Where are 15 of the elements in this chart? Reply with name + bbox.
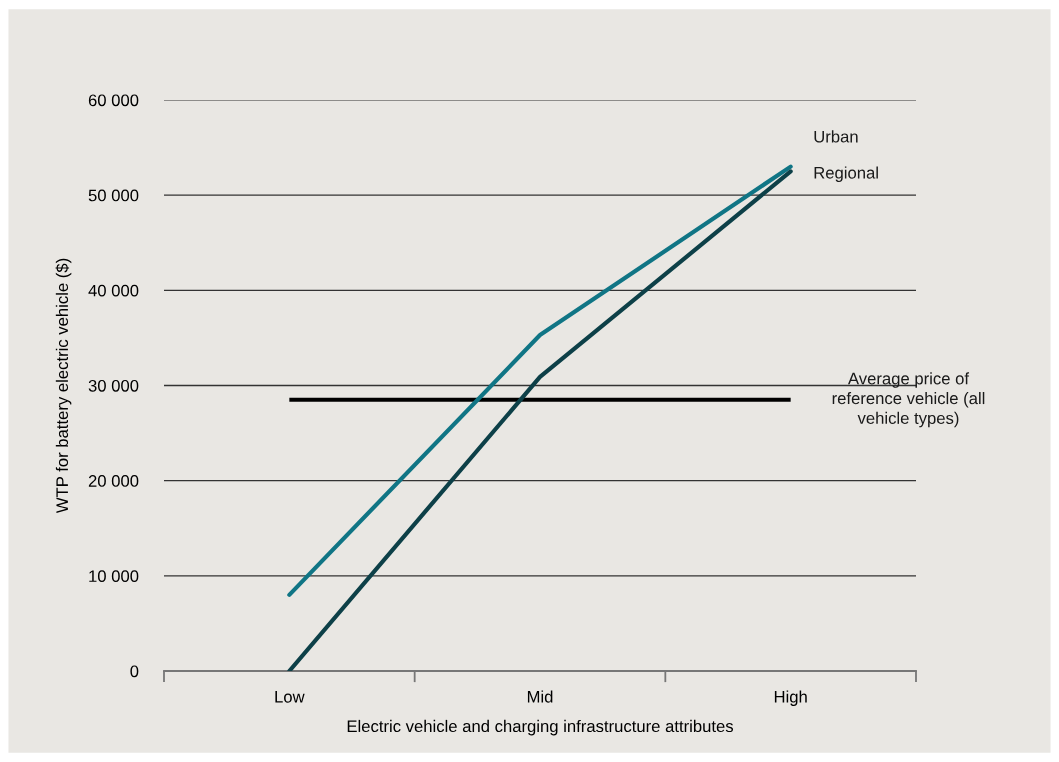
x-axis-title: Electric vehicle and charging infrastructure attributes [347, 719, 734, 736]
x-tick-label: Mid [527, 690, 553, 703]
y-tick-label: 0 [130, 665, 139, 678]
y-tick-label: 40 000 [88, 284, 139, 297]
y-tick-label: 60 000 [88, 94, 139, 107]
y-tick-label: 20 000 [88, 475, 139, 487]
series-label: Regional [814, 166, 878, 182]
ref-line-label: Average price of reference vehicle (all vehicle types) [832, 372, 985, 428]
x-tick-label: Low [275, 691, 305, 703]
y-tick-label: 10 000 [89, 570, 139, 583]
text: Urban [814, 130, 858, 143]
y-tick-label: 50 000 [88, 189, 139, 202]
y-tick-label: 30 000 [88, 379, 139, 392]
y-axis-title: WTP for battery electric vehicle ($) [55, 258, 72, 514]
x-tick-label: High [774, 690, 807, 706]
